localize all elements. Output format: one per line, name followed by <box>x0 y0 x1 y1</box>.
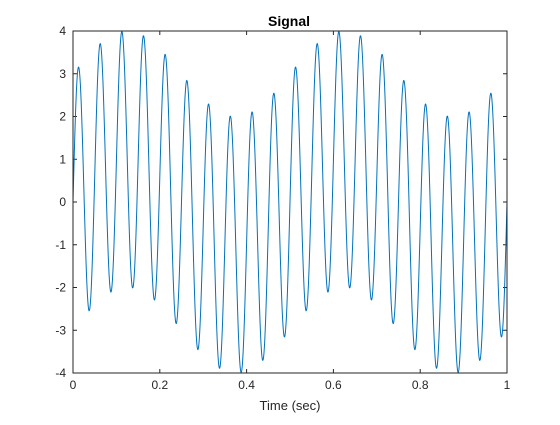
x-tick-label: 0.6 <box>325 378 342 392</box>
y-tick-label: 0 <box>59 195 66 209</box>
y-tick-label: 4 <box>59 24 66 38</box>
signal-series-line <box>72 31 508 373</box>
y-tick-label: -1 <box>55 238 66 252</box>
plot-area <box>72 31 508 373</box>
x-axis-ticks: 0 0.2 0.4 0.6 0.8 1 <box>70 31 511 392</box>
x-axis-label: Time (sec) <box>260 398 321 413</box>
y-tick-label: -2 <box>55 281 66 295</box>
x-tick-label: 0.4 <box>238 378 255 392</box>
y-tick-label: 2 <box>59 110 66 124</box>
chart-title: Signal <box>268 13 310 29</box>
y-tick-label: 3 <box>59 67 66 81</box>
y-tick-label: 1 <box>59 152 66 166</box>
x-tick-label: 0 <box>70 378 77 392</box>
x-tick-label: 0.2 <box>151 378 168 392</box>
axes-box <box>72 30 508 374</box>
x-tick-label: 0.8 <box>412 378 429 392</box>
y-tick-label: -4 <box>55 366 66 380</box>
y-tick-label: -3 <box>55 323 66 337</box>
x-tick-label: 1 <box>504 378 511 392</box>
